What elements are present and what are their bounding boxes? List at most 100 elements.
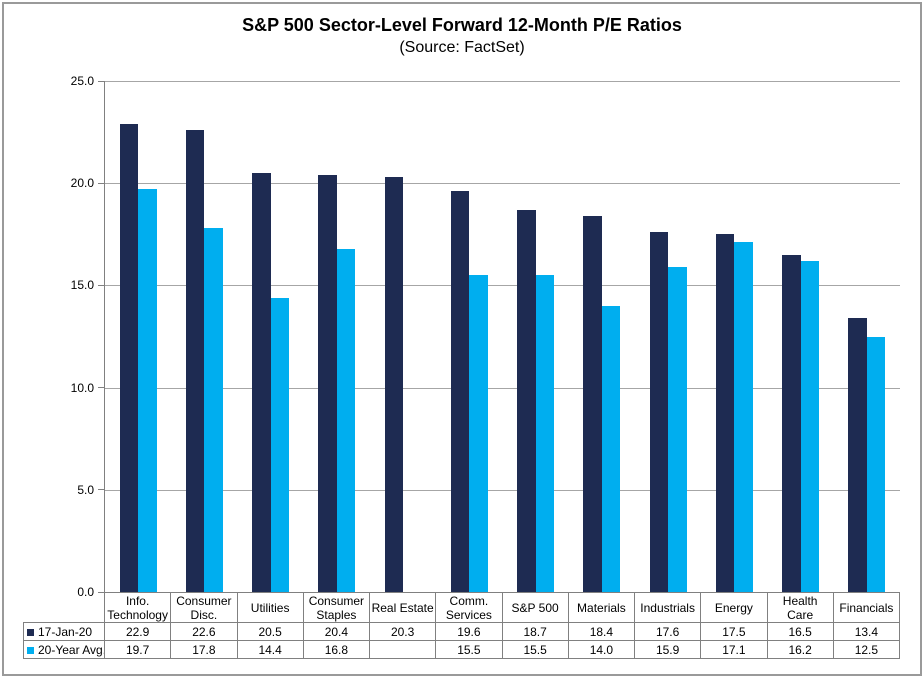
category-header-cell: S&P 500 — [501, 592, 569, 623]
bar-17-jan-20 — [583, 215, 602, 592]
category-header-cell: Consumer Disc. — [170, 592, 238, 623]
bar-group-consumer-disc- — [171, 81, 237, 592]
bar-20-year-avg- — [800, 260, 820, 592]
bar-17-jan-20 — [517, 209, 536, 592]
value-cell — [368, 640, 437, 659]
bar-group-s-p-500 — [503, 81, 569, 592]
y-tick-label: 0.0 — [77, 585, 94, 599]
category-header-cell: Info. Technology — [103, 592, 172, 623]
bar-group-consumer-staples — [304, 81, 370, 592]
y-tick-mark — [98, 591, 104, 593]
category-header-cell: Energy — [700, 592, 768, 623]
value-cell: 14.0 — [567, 640, 636, 659]
y-tick-mark — [98, 182, 104, 184]
value-cell: 15.5 — [435, 640, 503, 659]
bar-20-year-avg- — [535, 275, 555, 592]
category-header-cell: Comm. Services — [435, 592, 503, 623]
legend-cell: 17-Jan-20 — [23, 622, 105, 641]
plot-area — [104, 81, 900, 593]
value-cell: 17.5 — [700, 622, 768, 641]
data-table: Info. Technology Consumer Disc. Utilities C… — [23, 592, 901, 659]
category-header-cell: Health Care — [766, 592, 834, 623]
y-tick-label: 15.0 — [70, 278, 94, 293]
bar-group-utilities — [238, 81, 304, 592]
bar-17-jan-20 — [185, 130, 205, 592]
bar-17-jan-20 — [384, 177, 404, 592]
bar-group-materials — [569, 81, 635, 592]
value-cell: 12.5 — [832, 640, 901, 659]
gridline — [105, 81, 900, 82]
y-tick-mark — [98, 80, 104, 82]
legend-series-label: 17-Jan-20 — [38, 624, 93, 639]
bar-20-year-avg- — [336, 248, 356, 592]
value-cell: 15.9 — [633, 640, 702, 659]
value-cell: 16.2 — [766, 640, 834, 659]
value-cell: 17.1 — [700, 640, 768, 659]
bar-17-jan-20 — [715, 234, 735, 592]
value-cell: 15.5 — [501, 640, 569, 659]
value-cell: 18.4 — [567, 622, 636, 641]
bar-group-info-technology — [105, 81, 171, 592]
bar-17-jan-20 — [450, 191, 470, 592]
category-header-cell: Financials — [832, 592, 901, 623]
bar-group-real-estate — [370, 81, 436, 592]
y-tick-mark — [98, 284, 104, 286]
bar-20-year-avg- — [270, 297, 290, 592]
value-cell: 19.6 — [435, 622, 503, 641]
legend-series-label: 20-Year Avg. — [38, 642, 105, 657]
value-cell: 20.5 — [236, 622, 304, 641]
value-cell: 16.5 — [766, 622, 834, 641]
chart-title: S&P 500 Sector-Level Forward 12-Month P/… — [242, 15, 682, 35]
y-tick-label: 25.0 — [70, 74, 94, 88]
gridline — [105, 285, 900, 287]
bar-20-year-avg- — [866, 336, 886, 592]
bar-group-industrials — [635, 81, 701, 592]
bar-20-year-avg- — [204, 228, 223, 592]
value-cell: 22.9 — [103, 622, 172, 641]
y-tick-label: 5.0 — [77, 482, 94, 497]
value-cell: 18.7 — [501, 622, 569, 641]
bar-17-jan-20 — [782, 254, 801, 592]
y-tick-mark — [98, 387, 104, 389]
bar-17-jan-20 — [318, 175, 337, 592]
value-cell: 16.8 — [302, 640, 371, 659]
bar-17-jan-20 — [252, 172, 271, 592]
gridline — [105, 489, 900, 491]
y-axis-tick-marks — [98, 80, 104, 593]
bar-series-area — [105, 81, 900, 592]
category-header-cell: Utilities — [236, 592, 304, 623]
bar-17-jan-20 — [119, 123, 139, 592]
category-header-cell: Real Estate — [368, 592, 437, 623]
y-tick-mark — [98, 489, 104, 491]
category-header-cell: Materials — [567, 592, 636, 623]
legend-swatch-icon — [27, 628, 34, 636]
table-corner-blank — [24, 593, 105, 623]
value-cell: 22.6 — [170, 622, 238, 641]
y-tick-label: 20.0 — [70, 176, 94, 191]
legend-swatch-icon — [27, 646, 34, 654]
y-tick-label: 10.0 — [70, 380, 94, 395]
bar-group-energy — [701, 81, 767, 592]
bar-group-comm-services — [436, 81, 502, 592]
value-cell: 13.4 — [832, 622, 901, 641]
legend-cell: 20-Year Avg. — [23, 640, 105, 659]
bar-20-year-avg- — [601, 305, 621, 592]
chart-subtitle: (Source: FactSet) — [399, 39, 525, 56]
y-axis-labels: 25.0 20.0 15.0 10.0 5.0 0.0 — [30, 74, 94, 599]
category-header-cell: Industrials — [633, 592, 702, 623]
title-block: S&P 500 Sector-Level Forward 12-Month P/… — [0, 13, 924, 59]
value-cell: 20.4 — [302, 622, 371, 641]
bar-group-health-care — [768, 81, 834, 592]
bar-group-financials — [834, 81, 900, 592]
bar-20-year-avg- — [138, 189, 157, 592]
value-cell: 17.8 — [170, 640, 238, 659]
table-row-17-jan-20: 17-Jan-20 22.9 22.6 20.5 20.4 20.3 19.6 18.7 18.… — [23, 622, 901, 641]
bar-17-jan-20 — [649, 232, 669, 592]
value-cell: 20.3 — [368, 622, 437, 641]
category-header-cell: Consumer Staples — [302, 592, 371, 623]
bar-17-jan-20 — [848, 318, 867, 592]
bar-20-year-avg- — [734, 242, 753, 592]
bar-20-year-avg- — [469, 275, 488, 592]
bar-20-year-avg- — [668, 267, 687, 592]
